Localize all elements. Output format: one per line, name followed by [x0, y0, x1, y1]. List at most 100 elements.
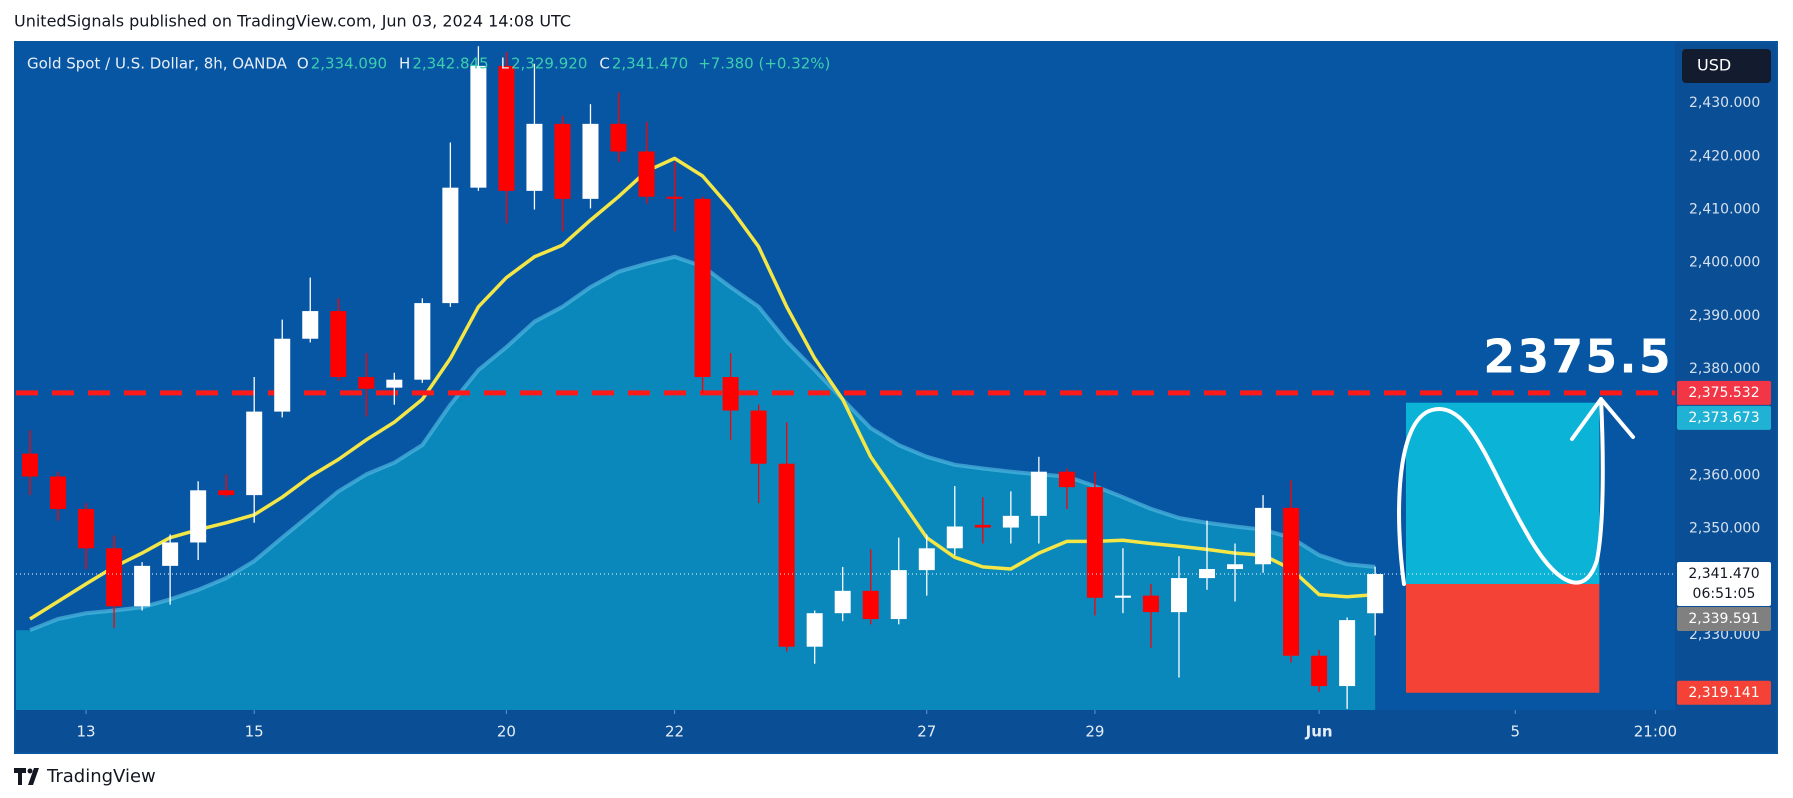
- x-tick-label: 5: [1510, 723, 1520, 741]
- candle-body: [582, 123, 599, 199]
- candle-body: [834, 590, 851, 614]
- candle-body: [1199, 569, 1216, 579]
- candle-body: [1058, 471, 1075, 488]
- candle-body: [358, 377, 375, 389]
- candle-body: [218, 490, 235, 496]
- candle-body: [162, 542, 179, 566]
- target-zone: [1405, 402, 1600, 584]
- candle-body: [1255, 507, 1272, 565]
- candle-body: [414, 303, 431, 380]
- candle-body: [1283, 507, 1300, 656]
- candle-body: [946, 526, 963, 549]
- candle-body: [974, 524, 991, 528]
- y-tick-label: 2,390.000: [1689, 308, 1760, 324]
- y-tick-label: 2,420.000: [1689, 148, 1760, 164]
- candle-body: [498, 65, 515, 191]
- candle-body: [722, 377, 739, 411]
- countdown: 06:51:05: [1693, 586, 1756, 602]
- legend-symbol: Gold Spot / U.S. Dollar, 8h, OANDA: [27, 55, 288, 73]
- candle-body: [106, 548, 123, 607]
- candle-body: [918, 548, 935, 571]
- candle-body: [862, 590, 879, 620]
- candle-body: [666, 196, 683, 199]
- price-label: 2,339.591: [1688, 611, 1759, 627]
- hand-drawn-arrow: [1397, 397, 1635, 586]
- candle-body: [638, 151, 655, 197]
- x-tick-label: 22: [665, 723, 684, 741]
- ma-area: [16, 256, 1376, 710]
- logo-mark: [14, 768, 39, 785]
- candle-body: [386, 379, 403, 388]
- candle-body: [610, 123, 627, 152]
- x-tick-label: 15: [245, 723, 264, 741]
- price-label-bg: [1677, 680, 1771, 705]
- logo-dot: [27, 768, 33, 774]
- x-tick-label: 13: [77, 723, 96, 741]
- legend-change: +7.380 (+0.32%): [698, 55, 830, 73]
- candle-body: [1170, 578, 1187, 613]
- y-tick-label: 2,400.000: [1689, 255, 1760, 271]
- candle-body: [1114, 595, 1131, 598]
- candle-body: [190, 490, 207, 543]
- candle-body: [442, 187, 459, 304]
- candle-body: [750, 410, 767, 464]
- y-tick-label: 2,410.000: [1689, 201, 1760, 217]
- x-tick-label: 21:00: [1634, 723, 1677, 741]
- legend-key: H: [399, 55, 410, 73]
- candle-body: [806, 613, 823, 647]
- x-tick-label: Jun: [1305, 723, 1333, 741]
- candle-body: [1002, 515, 1019, 528]
- candle-body: [246, 411, 263, 496]
- legend-key: C: [599, 55, 609, 73]
- annotation: 2375.5: [1483, 330, 1673, 384]
- legend-key: O: [297, 55, 309, 73]
- plot-layer: 2375.5: [16, 46, 1675, 710]
- price-label-bg: [1677, 380, 1771, 405]
- candle-body: [1339, 620, 1356, 687]
- price-label-bg: [1677, 561, 1771, 606]
- legend-value: 2,329.920: [511, 55, 587, 73]
- stop-zone: [1405, 583, 1600, 693]
- publish-header: UnitedSignals published on TradingView.c…: [14, 12, 571, 31]
- candle-body: [1030, 471, 1047, 516]
- candle-body: [302, 311, 319, 339]
- y-tick-label: 2,380.000: [1689, 361, 1760, 377]
- price-label: 2,341.470: [1688, 566, 1759, 582]
- y-tick-label: 2,350.000: [1689, 521, 1760, 537]
- candle-body: [778, 463, 795, 647]
- price-label: 2,373.673: [1688, 410, 1759, 426]
- candle-body: [274, 338, 291, 412]
- candle-body: [526, 123, 543, 191]
- currency-button[interactable]: [1682, 49, 1771, 83]
- legend-value: 2,342.845: [412, 55, 488, 73]
- currency-label: USD: [1697, 56, 1731, 75]
- y-tick-label: 2,360.000: [1689, 467, 1760, 483]
- y-tick-label: 2,330.000: [1689, 627, 1760, 643]
- candle-body: [134, 565, 151, 607]
- candle-body: [890, 570, 907, 620]
- candle-body: [1311, 655, 1328, 687]
- time-axis: [16, 710, 1776, 752]
- legend-key: L: [501, 55, 510, 73]
- axis-layer: 2,330.0002,340.0002,350.0002,360.0002,37…: [77, 95, 1771, 741]
- price-label-bg: [1677, 405, 1771, 430]
- candle-body: [1086, 487, 1103, 598]
- candle-body: [78, 508, 95, 549]
- legend-value: 2,341.470: [612, 55, 688, 73]
- legend-value: 2,334.090: [311, 55, 387, 73]
- candle-body: [694, 198, 711, 378]
- legend: Gold Spot / U.S. Dollar, 8h, OANDA O 2,334…: [27, 55, 830, 73]
- candle-body: [1227, 564, 1244, 570]
- candle-body: [50, 476, 67, 509]
- candle-body: [1142, 595, 1159, 613]
- x-tick-label: 29: [1085, 723, 1104, 741]
- price-label: 2,375.532: [1688, 385, 1759, 401]
- footer-brand: TradingView: [46, 766, 156, 787]
- x-tick-label: 20: [497, 723, 516, 741]
- candle-body: [22, 453, 39, 477]
- candle-body: [470, 65, 487, 188]
- tradingview-logo: [14, 768, 39, 785]
- price-label-bg: [1677, 606, 1771, 631]
